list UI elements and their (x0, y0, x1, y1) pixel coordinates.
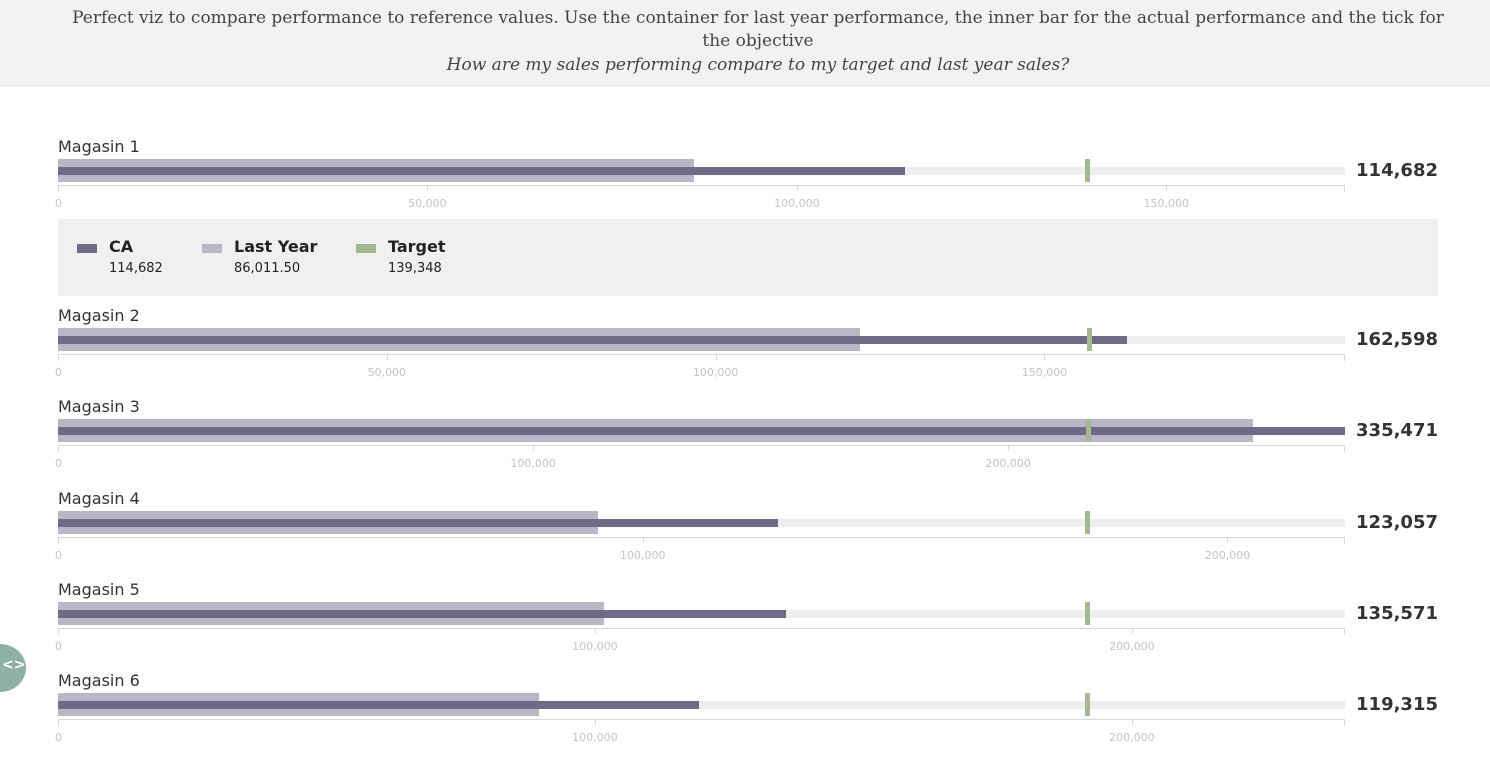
x-tick-label: 100,000 (692, 366, 739, 379)
row-title: Magasin 1 (58, 137, 140, 156)
x-tick-mark (533, 445, 535, 451)
row-title: Magasin 3 (58, 397, 140, 416)
x-tick-label: 50,000 (367, 366, 407, 379)
x-tick-label: 100,000 (572, 731, 618, 744)
ca-bar[interactable] (58, 519, 778, 527)
bullet-row: Magasin 6 119,315 0 100,000 200,000 (0, 671, 1490, 761)
bar-track (58, 701, 1345, 709)
x-axis-end-tick (58, 719, 59, 726)
row-title: Magasin 2 (58, 306, 140, 325)
x-axis-line (58, 719, 1345, 720)
x-tick-label: 200,000 (1109, 731, 1155, 744)
x-tick-mark (1008, 445, 1010, 451)
x-tick-label: 200,000 (1204, 549, 1251, 562)
x-tick-mark (1131, 719, 1133, 725)
target-tick[interactable] (1085, 511, 1091, 534)
x-tick-mark (1227, 537, 1229, 543)
x-axis-line (58, 628, 1345, 629)
legend-swatch-last-year (202, 244, 222, 253)
row-value-label: 114,682 (1356, 160, 1438, 181)
row-title: Magasin 4 (58, 489, 140, 508)
x-tick-mark (715, 354, 717, 360)
target-tick[interactable] (1085, 419, 1091, 442)
row-value-label: 119,315 (1356, 694, 1438, 715)
x-axis-line (58, 354, 1345, 355)
x-axis-end-tick (1344, 445, 1345, 452)
x-tick-mark (386, 354, 388, 360)
question-text: How are my sales performing compare to m… (446, 55, 1070, 75)
x-tick-mark (594, 628, 596, 634)
bullet-row: Magasin 2 162,598 0 50,000 100,000 150,000 (0, 306, 1490, 396)
x-axis-line (58, 185, 1345, 186)
x-tick-mark (1166, 185, 1168, 191)
code-icon: <> (2, 657, 26, 673)
ca-bar[interactable] (58, 610, 786, 618)
legend-swatch-target (356, 244, 376, 253)
x-tick-mark (1131, 628, 1133, 634)
x-axis-end-tick (1344, 628, 1345, 635)
x-tick-label: 0 (55, 197, 62, 210)
x-axis-line (58, 445, 1345, 446)
x-axis-end-tick (1344, 354, 1345, 361)
x-axis-end-tick (1344, 185, 1345, 192)
legend-value: 114,682 (109, 261, 163, 276)
legend-swatch-ca (77, 244, 97, 253)
legend-name: CA (109, 237, 134, 256)
x-tick-label: 50,000 (408, 197, 447, 210)
row-title: Magasin 6 (58, 671, 140, 690)
description-text: Perfect viz to compare performance to re… (72, 8, 1444, 51)
x-tick-mark (1044, 354, 1046, 360)
bullet-row: Magasin 3 335,471 0 100,000 200,000 (0, 397, 1490, 487)
x-tick-mark (427, 185, 429, 191)
legend-value: 86,011.50 (234, 261, 301, 276)
x-axis-end-tick (58, 185, 59, 192)
x-axis-line (58, 537, 1345, 538)
target-tick[interactable] (1085, 693, 1091, 716)
x-tick-label: 100,000 (774, 197, 820, 210)
legend: CA 114,682 Last Year 86,011.50 Target 13… (58, 219, 1438, 296)
x-axis-end-tick (58, 354, 59, 361)
x-tick-label: 100,000 (619, 549, 666, 562)
legend-name: Last Year (234, 237, 318, 256)
x-axis-end-tick (58, 445, 59, 452)
ca-bar[interactable] (58, 167, 906, 175)
x-tick-label: 0 (55, 366, 62, 379)
x-tick-mark (594, 719, 596, 725)
x-axis-end-tick (58, 628, 59, 635)
x-tick-label: 150,000 (1021, 366, 1068, 379)
x-tick-label: 0 (55, 640, 62, 653)
x-tick-label: 0 (55, 731, 62, 744)
x-tick-label: 0 (55, 457, 62, 470)
target-tick[interactable] (1086, 328, 1092, 351)
target-tick[interactable] (1085, 602, 1091, 625)
x-tick-mark (796, 185, 798, 191)
row-title: Magasin 5 (58, 580, 140, 599)
x-tick-label: 150,000 (1143, 197, 1190, 210)
row-value-label: 123,057 (1356, 512, 1438, 533)
header: Perfect viz to compare performance to re… (0, 0, 1490, 87)
x-tick-label: 200,000 (1109, 640, 1155, 653)
ca-bar[interactable] (58, 427, 1345, 435)
bullet-row: Magasin 4 123,057 0 100,000 200,000 (0, 489, 1490, 579)
ca-bar[interactable] (58, 336, 1128, 344)
x-axis-end-tick (58, 537, 59, 544)
legend-value: 139,348 (388, 261, 442, 276)
x-tick-mark (642, 537, 644, 543)
target-tick[interactable] (1085, 159, 1091, 182)
x-axis-end-tick (1344, 537, 1345, 544)
x-tick-label: 200,000 (985, 457, 1031, 470)
bullet-row: Magasin 5 135,571 0 100,000 200,000 (0, 580, 1490, 670)
x-axis-end-tick (1344, 719, 1345, 726)
x-tick-label: 100,000 (510, 457, 556, 470)
ca-bar[interactable] (58, 701, 699, 709)
x-tick-label: 100,000 (572, 640, 618, 653)
row-value-label: 135,571 (1356, 603, 1438, 624)
bullet-row: Magasin 1 114,682 0 50,000 100,000 150,000 (0, 137, 1490, 227)
row-value-label: 335,471 (1356, 420, 1438, 441)
x-tick-label: 0 (55, 549, 62, 562)
legend-name: Target (388, 237, 446, 256)
row-value-label: 162,598 (1356, 329, 1438, 350)
